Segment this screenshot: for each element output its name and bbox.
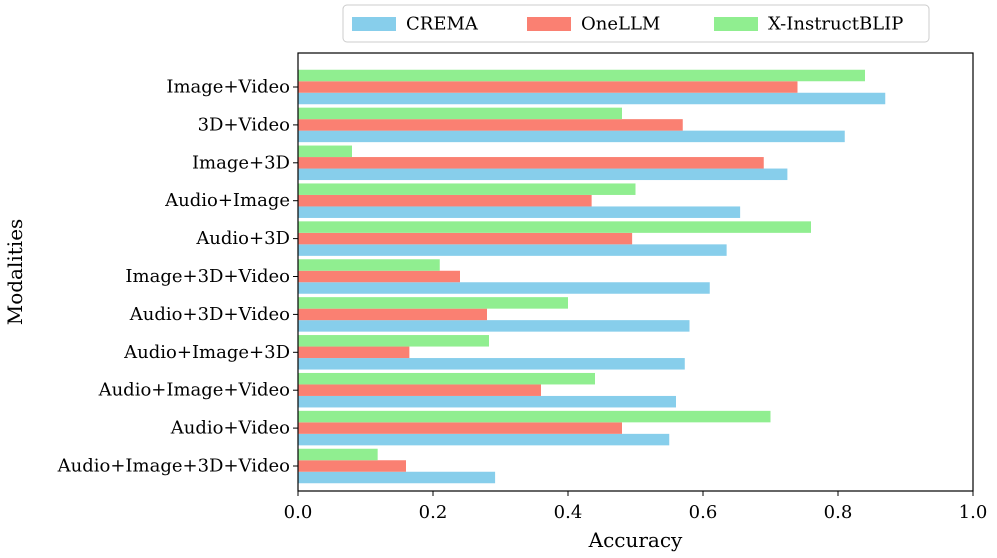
bar-x-instructblip-audio-image-video	[298, 372, 595, 385]
plot-frame	[297, 52, 974, 492]
bar-crema-image-3d-video	[298, 282, 710, 294]
x-tick-label: 0.2	[419, 502, 448, 523]
y-tick-label: Audio+3D	[195, 228, 290, 249]
y-tick-label: Audio+3D+Video	[129, 304, 290, 325]
bar-crema-3d-video	[298, 130, 845, 143]
bar-onellm-audio-video	[298, 422, 622, 434]
bar-x-instructblip-audio-3d-video	[298, 297, 568, 309]
bar-onellm-audio-3d-video	[298, 308, 487, 321]
bar-onellm-image-3d-video	[298, 270, 460, 283]
legend-swatch-x-instructblip	[714, 17, 758, 31]
legend-swatch-crema	[352, 17, 396, 31]
x-tick-label: 0.4	[554, 502, 583, 523]
x-tick-label: 0.8	[824, 502, 853, 523]
legend-label-x-instructblip: X-InstructBLIP	[768, 14, 903, 35]
y-tick-label: Image+3D	[192, 152, 290, 173]
bar-onellm-3d-video	[298, 119, 683, 131]
bar-onellm-audio-image-video	[298, 384, 541, 396]
bar-x-instructblip-audio-video	[298, 410, 771, 423]
bar-crema-audio-3d	[298, 244, 727, 256]
bar-crema-audio-image-3d-video	[298, 471, 496, 484]
bar-crema-image-3d	[298, 168, 788, 181]
y-tick-label: Audio+Image+3D+Video	[57, 456, 290, 477]
bar-onellm-image-video	[298, 81, 798, 93]
bar-onellm-audio-image-3d-video	[298, 460, 406, 472]
y-tick-label: Audio+Video	[170, 418, 290, 439]
bar-crema-audio-image	[298, 206, 741, 218]
legend: CREMA OneLLM X-InstructBLIP	[342, 4, 930, 43]
bar-x-instructblip-audio-image	[298, 183, 636, 195]
y-tick-label: Audio+Image+3D	[123, 342, 290, 363]
bar-x-instructblip-audio-3d	[298, 221, 811, 233]
x-tick-layer: 0.0 0.2 0.4 0.6 0.8 1.0	[284, 491, 988, 523]
bar-crema-audio-video	[298, 433, 670, 446]
y-axis-label: Modalities	[3, 219, 27, 326]
y-tick-label: 3D+Video	[198, 114, 290, 135]
bar-crema-audio-3d-video	[298, 320, 690, 332]
bar-onellm-audio-image-3d	[298, 346, 410, 359]
x-tick-label: 0.6	[689, 502, 718, 523]
bar-x-instructblip-audio-image-3d	[298, 335, 490, 347]
bar-x-instructblip-image-3d	[298, 145, 352, 158]
bar-onellm-audio-3d	[298, 232, 633, 245]
y-tick-label: Image+3D+Video	[125, 266, 290, 287]
bar-x-instructblip-audio-image-3d-video	[298, 448, 378, 461]
bar-onellm-audio-image	[298, 194, 592, 207]
y-tick-label: Image+Video	[166, 77, 290, 98]
legend-label-crema: CREMA	[406, 14, 479, 35]
y-tick-layer: Image+Video 3D+Video Image+3D Audio+Image Au…	[57, 77, 298, 477]
legend-swatch-onellm	[527, 17, 571, 31]
bar-crema-audio-image-video	[298, 395, 676, 408]
bars-layer	[298, 69, 886, 484]
bar-x-instructblip-image-video	[298, 69, 865, 82]
legend-label-onellm: OneLLM	[581, 14, 660, 35]
bar-crema-audio-image-3d	[298, 358, 685, 370]
y-tick-label: Audio+Image	[164, 190, 290, 211]
y-tick-label: Audio+Image+Video	[98, 380, 290, 401]
legend-frame	[342, 4, 930, 43]
bar-crema-image-video	[298, 92, 886, 105]
x-axis-label: Accuracy	[588, 528, 683, 552]
x-tick-label: 1.0	[959, 502, 988, 523]
x-tick-label: 0.0	[284, 502, 313, 523]
bar-x-instructblip-3d-video	[298, 107, 622, 120]
bar-onellm-image-3d	[298, 157, 764, 169]
bar-x-instructblip-image-3d-video	[298, 259, 440, 271]
